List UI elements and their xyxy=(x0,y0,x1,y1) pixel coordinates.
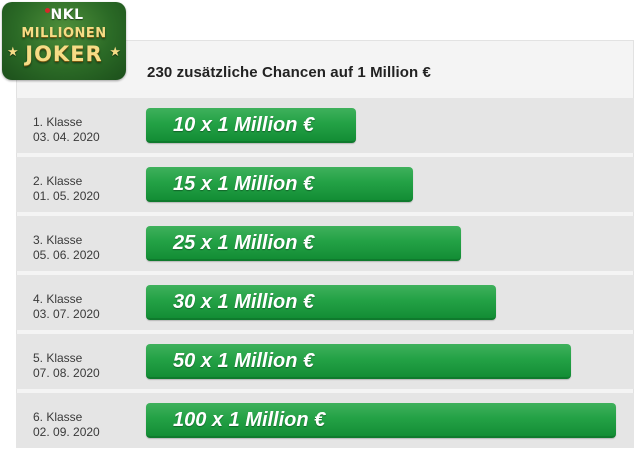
prize-bar-label: 10 x 1 Million € xyxy=(173,114,315,136)
klasse-label: 6. Klasse xyxy=(33,410,83,424)
prize-row: 1. Klasse 03. 04. 2020 10 x 1 Million € xyxy=(16,98,634,153)
prize-class-list: 1. Klasse 03. 04. 2020 10 x 1 Million € … xyxy=(16,98,634,452)
prize-bar: 10 x 1 Million € xyxy=(146,108,356,143)
draw-date: 02. 09. 2020 xyxy=(33,425,100,439)
klasse-label: 5. Klasse xyxy=(33,351,83,365)
nkl-dot-icon xyxy=(44,8,50,13)
draw-date: 05. 06. 2020 xyxy=(33,248,100,262)
prize-bar: 15 x 1 Million € xyxy=(146,167,413,202)
prize-row: 2. Klasse 01. 05. 2020 15 x 1 Million € xyxy=(16,157,634,212)
row-meta: 4. Klasse 03. 07. 2020 xyxy=(33,292,100,322)
row-meta: 6. Klasse 02. 09. 2020 xyxy=(33,410,100,440)
prize-row: 6. Klasse 02. 09. 2020 100 x 1 Million € xyxy=(16,393,634,448)
row-meta: 5. Klasse 07. 08. 2020 xyxy=(33,351,100,381)
draw-date: 03. 07. 2020 xyxy=(33,307,100,321)
prize-bar-label: 25 x 1 Million € xyxy=(173,232,315,254)
star-icon: ★ xyxy=(7,44,19,59)
prize-bar-label: 15 x 1 Million € xyxy=(173,173,315,195)
draw-date: 01. 05. 2020 xyxy=(33,189,100,203)
klasse-label: 1. Klasse xyxy=(33,115,83,129)
nkl-wordmark: NKL xyxy=(50,7,84,23)
logo-line-joker: JOKER xyxy=(25,42,103,66)
prize-bar: 50 x 1 Million € xyxy=(146,344,571,379)
prize-bar: 30 x 1 Million € xyxy=(146,285,496,320)
klasse-label: 4. Klasse xyxy=(33,292,83,306)
page-title: 230 zusätzliche Chancen auf 1 Million € xyxy=(147,64,431,81)
draw-date: 03. 04. 2020 xyxy=(33,130,100,144)
star-icon: ★ xyxy=(109,44,121,59)
prize-bar-label: 100 x 1 Million € xyxy=(173,409,326,431)
nkl-logo-text: NKL xyxy=(2,7,126,23)
prize-row: 4. Klasse 03. 07. 2020 30 x 1 Million € xyxy=(16,275,634,330)
logo-line-millionen: MILLIONEN xyxy=(21,26,107,41)
prize-bar-label: 50 x 1 Million € xyxy=(173,350,315,372)
row-meta: 3. Klasse 05. 06. 2020 xyxy=(33,233,100,263)
millionen-joker-logo: NKL MILLIONEN ★ JOKER ★ xyxy=(2,2,126,80)
klasse-label: 2. Klasse xyxy=(33,174,83,188)
draw-date: 07. 08. 2020 xyxy=(33,366,100,380)
prize-bar: 100 x 1 Million € xyxy=(146,403,616,438)
row-meta: 1. Klasse 03. 04. 2020 xyxy=(33,115,100,145)
prize-row: 5. Klasse 07. 08. 2020 50 x 1 Million € xyxy=(16,334,634,389)
klasse-label: 3. Klasse xyxy=(33,233,83,247)
prize-bar: 25 x 1 Million € xyxy=(146,226,461,261)
prize-row: 3. Klasse 05. 06. 2020 25 x 1 Million € xyxy=(16,216,634,271)
row-meta: 2. Klasse 01. 05. 2020 xyxy=(33,174,100,204)
prize-bar-label: 30 x 1 Million € xyxy=(173,291,315,313)
